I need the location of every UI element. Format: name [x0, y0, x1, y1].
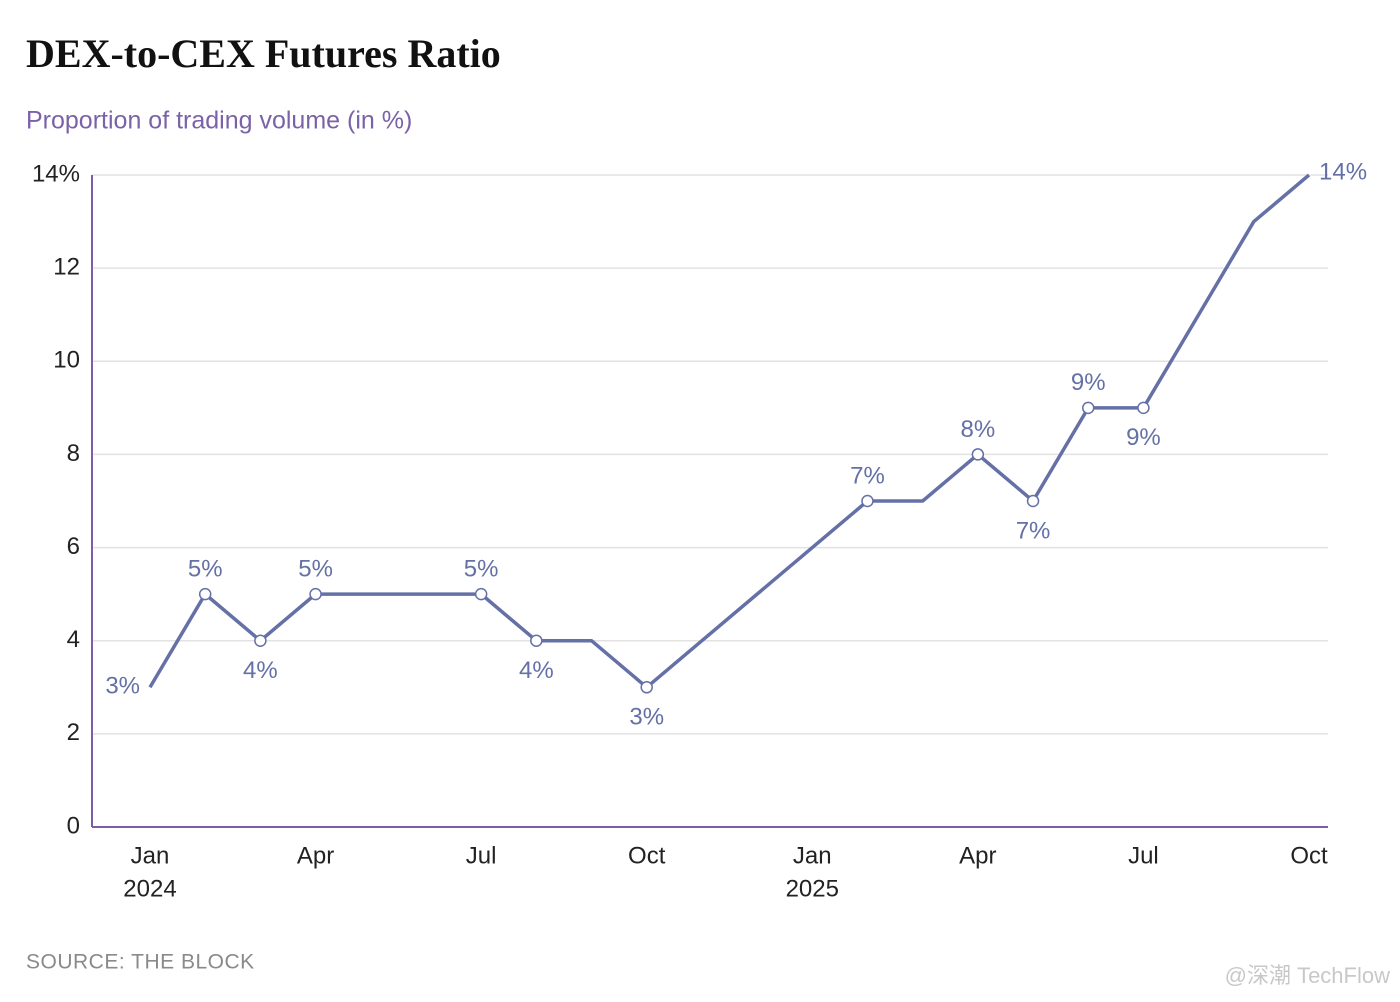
- watermark: @深潮 TechFlow: [1225, 963, 1390, 988]
- source: SOURCE: THE BLOCK: [26, 951, 255, 974]
- data-line: [148, 173, 1311, 690]
- point-marker: [861, 494, 874, 508]
- point-marker: [254, 634, 267, 647]
- value-label: 3%: [105, 673, 140, 700]
- x-tick-label: Oct: [1290, 842, 1328, 869]
- point-marker: [1137, 401, 1150, 415]
- y-tick-label: 14%: [32, 160, 80, 187]
- point-marker: [1026, 494, 1040, 508]
- value-label: 3%: [629, 704, 664, 731]
- x-tick-label: Jul: [466, 842, 497, 869]
- point-marker: [474, 587, 488, 601]
- x-tick-year: 2025: [786, 875, 839, 902]
- chart-subtitle: Proportion of trading volume (in %): [26, 107, 412, 135]
- value-label: 7%: [1016, 517, 1051, 544]
- value-label: 14%: [1319, 158, 1367, 185]
- point-marker: [1081, 401, 1095, 415]
- x-tick-label: Apr: [297, 842, 334, 869]
- point-marker: [640, 681, 653, 694]
- value-label: 4%: [243, 657, 278, 684]
- x-tick-label: Jan: [131, 842, 170, 869]
- value-label: 5%: [188, 555, 223, 582]
- x-tick-label: Apr: [959, 842, 996, 869]
- x-tick-year: 2024: [123, 875, 176, 902]
- x-tick-label: Jul: [1128, 842, 1159, 869]
- point-marker: [309, 587, 322, 601]
- point-marker: [198, 587, 212, 601]
- chart-title: DEX-to-CEX Futures Ratio: [26, 31, 501, 76]
- point-marker: [971, 448, 985, 461]
- value-label: 9%: [1071, 369, 1106, 396]
- y-tick-label: 6: [67, 533, 80, 560]
- value-label: 5%: [464, 555, 499, 582]
- value-label: 4%: [519, 657, 554, 684]
- y-tick-label: 10: [53, 347, 80, 374]
- value-label: 7%: [850, 462, 885, 489]
- y-tick-label: 12: [53, 253, 80, 280]
- x-tick-label: Jan: [793, 842, 832, 869]
- value-label: 5%: [298, 555, 333, 582]
- x-tick-label: Oct: [628, 842, 666, 869]
- value-label: 8%: [961, 416, 996, 443]
- y-tick-label: 4: [67, 626, 80, 653]
- y-tick-label: 0: [67, 812, 80, 839]
- y-tick-label: 2: [67, 719, 80, 746]
- point-marker: [530, 634, 543, 647]
- value-label: 9%: [1126, 424, 1161, 451]
- y-tick-label: 8: [67, 440, 80, 467]
